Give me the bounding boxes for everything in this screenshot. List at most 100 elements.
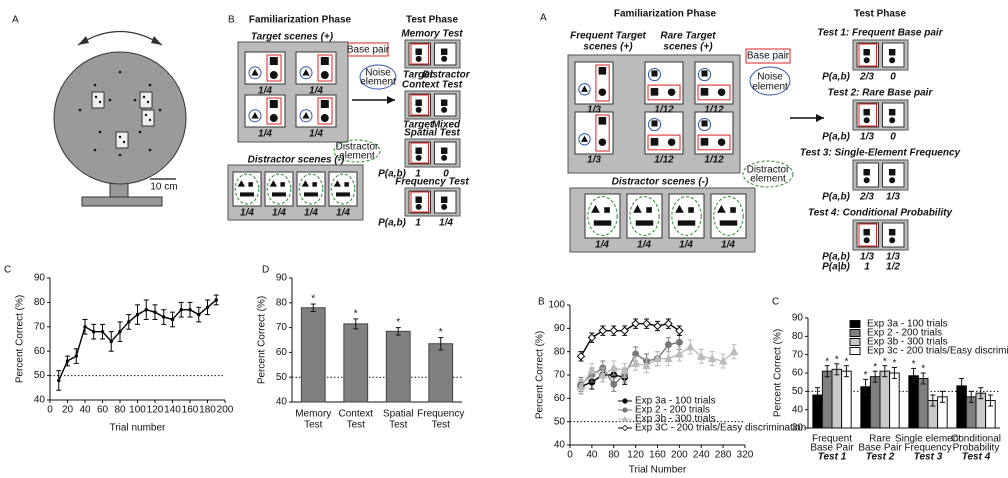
shape bbox=[701, 120, 708, 127]
diagram-label: P(a,b) bbox=[822, 72, 850, 83]
diagram-label: Mixed bbox=[432, 120, 461, 131]
shape bbox=[863, 109, 870, 116]
y-tick-label: 70 bbox=[792, 349, 804, 360]
diagram-label: Target bbox=[403, 70, 434, 81]
shape bbox=[697, 118, 712, 132]
diagram-label: Familiarization Phase bbox=[614, 9, 717, 20]
shape bbox=[93, 83, 97, 87]
shape bbox=[889, 117, 896, 124]
box bbox=[115, 131, 129, 149]
noise-legend bbox=[359, 64, 397, 90]
diagram-label: 1/4 bbox=[272, 208, 286, 219]
box bbox=[694, 111, 734, 155]
shape bbox=[578, 83, 591, 96]
legend-swatch bbox=[849, 320, 861, 328]
legend-swatch bbox=[849, 347, 861, 355]
shape bbox=[598, 138, 607, 147]
point bbox=[718, 356, 728, 365]
shape bbox=[593, 220, 612, 226]
diagram-label: Test Phase bbox=[406, 15, 458, 26]
shape bbox=[415, 99, 422, 106]
shape bbox=[415, 55, 422, 62]
shape bbox=[604, 207, 610, 213]
shape bbox=[863, 57, 870, 64]
diagram-label: 1/4 bbox=[637, 240, 651, 251]
significance: * bbox=[396, 317, 400, 328]
bar bbox=[343, 323, 369, 403]
point bbox=[118, 329, 122, 334]
shape bbox=[441, 203, 448, 210]
legend-label: Exp 3a - 100 trials bbox=[635, 396, 716, 407]
shape bbox=[93, 148, 97, 152]
legend-marker bbox=[621, 415, 629, 422]
legend-label: Exp 3C - 200 trials/Easy discrimination bbox=[635, 423, 806, 434]
shape bbox=[863, 49, 870, 56]
shape bbox=[118, 70, 122, 74]
arrow-head bbox=[387, 96, 395, 104]
diagram-label: element bbox=[360, 77, 396, 88]
legend-label: Exp 2 - 200 trials bbox=[635, 405, 710, 416]
shape bbox=[671, 196, 702, 236]
arrow-head bbox=[816, 114, 824, 122]
bar bbox=[889, 372, 900, 429]
shape bbox=[440, 147, 448, 154]
x-tick-label: 20 bbox=[62, 405, 74, 416]
box bbox=[264, 171, 294, 207]
diagram-label: P(a,b) bbox=[378, 169, 406, 180]
box bbox=[644, 61, 684, 105]
shape bbox=[336, 192, 350, 197]
shape bbox=[441, 106, 448, 113]
shape bbox=[440, 99, 448, 106]
box bbox=[317, 54, 333, 82]
diagram-label: Base pair bbox=[747, 51, 790, 62]
diagram-label: A bbox=[12, 15, 19, 26]
box bbox=[266, 54, 282, 82]
point bbox=[696, 351, 706, 360]
diagram-label: 1/3 bbox=[860, 132, 874, 143]
diagram-label: Test 4: Conditional Probability bbox=[808, 208, 953, 219]
shape bbox=[598, 67, 607, 75]
point bbox=[162, 315, 166, 319]
bar bbox=[879, 370, 891, 429]
x-subcategory: Test 1 bbox=[818, 452, 847, 463]
point bbox=[664, 354, 673, 363]
shape bbox=[298, 173, 324, 205]
y-tick-label: 70 bbox=[554, 370, 566, 381]
shape bbox=[863, 237, 870, 244]
shape bbox=[269, 71, 278, 80]
box bbox=[626, 193, 663, 239]
shape bbox=[320, 100, 329, 108]
shape bbox=[302, 68, 310, 76]
shape bbox=[719, 220, 738, 226]
significance: * bbox=[439, 327, 443, 338]
box bbox=[647, 84, 681, 101]
distractor-legend bbox=[742, 160, 794, 188]
point bbox=[170, 317, 175, 322]
x-tick-label: Test bbox=[432, 420, 451, 431]
shape bbox=[415, 147, 422, 154]
shape bbox=[269, 57, 278, 65]
shape bbox=[118, 135, 122, 139]
significance: * bbox=[921, 364, 925, 375]
rotation-arc bbox=[77, 30, 163, 46]
diagram-label: Test 3: Single-Element Frequency bbox=[800, 148, 961, 159]
diagram-label: Target bbox=[403, 120, 434, 131]
shape bbox=[415, 203, 422, 210]
y-tick-label: 60 bbox=[276, 347, 288, 358]
y-axis-label: Percent Correct (%) bbox=[773, 329, 784, 417]
diagram-label: P(a,b) bbox=[822, 132, 850, 143]
point bbox=[179, 308, 183, 312]
legend-marker bbox=[622, 407, 628, 413]
point bbox=[598, 370, 608, 379]
box bbox=[232, 171, 262, 207]
shape bbox=[888, 49, 896, 56]
x-tick-label: 120 bbox=[147, 405, 164, 416]
box bbox=[745, 48, 791, 64]
box bbox=[109, 182, 129, 199]
legend-label: Exp 3b - 300 trials bbox=[867, 337, 948, 348]
shape bbox=[98, 130, 102, 134]
bar bbox=[908, 375, 919, 429]
shape bbox=[629, 196, 660, 236]
legend-swatch bbox=[849, 338, 861, 346]
shape bbox=[78, 108, 82, 112]
